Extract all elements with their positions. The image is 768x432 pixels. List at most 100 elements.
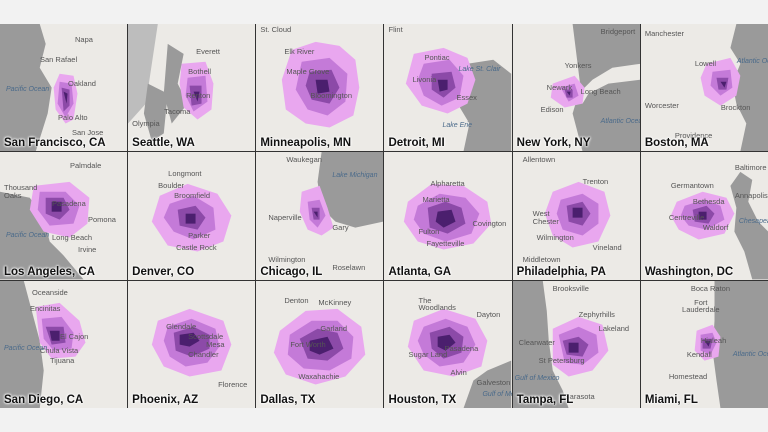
place-label: Pasadena: [444, 343, 479, 353]
place-label: Boca Raton: [690, 283, 731, 293]
place-label: Oceanside: [32, 287, 68, 297]
city-title: San Francisco, CA: [4, 137, 106, 150]
place-label: Broomfield: [174, 191, 211, 201]
place-label: Alpharetta: [430, 179, 465, 189]
place-label: Middletown: [522, 255, 561, 265]
place-label: Glendale: [166, 321, 197, 331]
water-label: Lake Michigan: [332, 172, 378, 180]
map-tile-atlanta[interactable]: Alpharetta Marietta Fulton Covington Fay…: [384, 152, 512, 280]
place-label: Everett: [196, 47, 220, 56]
place-label: Vineland: [592, 243, 622, 253]
place-label: Covington: [472, 219, 507, 229]
map-tile-dallas[interactable]: Denton McKinney Garland Fort Worth Waxah…: [256, 280, 384, 408]
water-label: Pacific Ocean: [6, 232, 50, 240]
place-label: Thousand Oaks: [4, 183, 38, 200]
place-label: Brockton: [720, 103, 751, 112]
map-tile-miami[interactable]: Boca Raton Fort Lauderdale Hialeah Kenda…: [640, 280, 768, 408]
map-tile-phoenix[interactable]: Glendale Scottsdale Mesa Chandler Floren…: [128, 280, 256, 408]
water-label: Atlantic Ocean: [736, 58, 768, 65]
place-label: Fort Worth: [290, 339, 326, 349]
place-label: Livonia: [412, 75, 437, 84]
place-label: Pomona: [88, 215, 116, 225]
water-label: Atlantic Ocean: [732, 350, 768, 358]
basemap: [406, 47, 512, 152]
city-title: Seattle, WA: [132, 137, 195, 150]
place-label: Galveston: [476, 377, 511, 387]
place-label: Homestead: [668, 371, 708, 381]
city-title: Phoenix, AZ: [132, 394, 199, 406]
place-label: Elk River: [284, 47, 315, 56]
map-tile-chicago[interactable]: Waukegan Lake Michigan Naperville Gary W…: [256, 152, 384, 280]
place-label: Sugar Land: [408, 349, 448, 359]
city-title: Washington, DC: [644, 265, 734, 278]
place-label: Worcester: [644, 101, 679, 110]
map-tile-houston[interactable]: The Woodlands Dayton Pasadena Sugar Land…: [384, 280, 512, 408]
place-label: Centreville: [668, 213, 705, 223]
map-grid: Napa San Rafael Oakland Pacific Ocean Pa…: [0, 24, 768, 408]
city-title: Boston, MA: [644, 137, 709, 150]
map-tile-los-angeles[interactable]: Palmdale Thousand Oaks Pasadena Pomona P…: [0, 152, 128, 280]
map-tile-philadelphia[interactable]: Allentown Trenton West Chester Wilmingto…: [512, 152, 640, 280]
map-tile-minneapolis[interactable]: St. Cloud Elk River Maple Grove Blooming…: [256, 24, 384, 152]
place-label: Fort Lauderdale: [682, 297, 720, 315]
map-tile-tampa[interactable]: Brooksville Zephyrhills Lakeland Clearwa…: [512, 280, 640, 408]
place-label: Irvine: [78, 245, 97, 255]
place-label: San Rafael: [40, 55, 78, 64]
place-label: Encinitas: [30, 303, 61, 313]
place-label: Florence: [218, 379, 248, 389]
place-label: Olympia: [132, 119, 160, 128]
basemap: [408, 308, 512, 408]
water-label: Lake St. Clair: [458, 66, 501, 73]
city-title: Chicago, IL: [260, 265, 323, 278]
place-label: West Chester: [532, 209, 559, 226]
place-label: Longmont: [168, 169, 202, 179]
basemap: [300, 152, 384, 236]
place-label: Sarasota: [564, 391, 595, 401]
place-label: Mesa: [206, 339, 225, 349]
city-title: San Diego, CA: [4, 394, 84, 406]
map-tile-denver[interactable]: Longmont Boulder Broomfield Parker Castl…: [128, 152, 256, 280]
place-label: Flint: [388, 25, 403, 34]
map-tile-new-york[interactable]: Bridgeport Yonkers Newark Long Beach Edi…: [512, 24, 640, 152]
place-label: Chandler: [188, 349, 219, 359]
basemap: [152, 184, 232, 252]
map-tile-seattle[interactable]: Everett Bothell Renton Tacoma Olympia Se…: [128, 24, 256, 152]
place-label: Tacoma: [164, 107, 191, 116]
basemap: [550, 24, 640, 152]
place-label: Palo Alto: [58, 113, 88, 122]
map-tile-san-diego[interactable]: Oceanside Encinitas El Cajon Chula Vista…: [0, 280, 128, 408]
place-label: Manchester: [644, 29, 685, 38]
place-label: Newark: [546, 83, 573, 92]
water-label: Chesapeake Bay: [738, 218, 768, 226]
place-label: Bloomington: [310, 91, 353, 100]
basemap: [694, 280, 768, 408]
place-label: Dayton: [476, 309, 501, 319]
place-label: Bothell: [188, 67, 212, 76]
place-label: Scottsdale: [188, 331, 224, 341]
place-label: Tijuana: [50, 355, 75, 365]
city-title: Houston, TX: [388, 394, 457, 406]
place-label: Fulton: [418, 227, 440, 237]
place-label: Waxahachie: [298, 371, 340, 381]
place-label: Parker: [188, 231, 211, 241]
place-label: Denton: [284, 295, 309, 305]
map-tile-san-francisco[interactable]: Napa San Rafael Oakland Pacific Ocean Pa…: [0, 24, 128, 152]
place-label: Garland: [320, 323, 348, 333]
map-tile-detroit[interactable]: Flint Pontiac Lake St. Clair Livonia Ess…: [384, 24, 512, 152]
basemap: [0, 280, 86, 408]
basemap: [128, 24, 214, 142]
basemap: [0, 24, 78, 152]
place-label: Essex: [456, 93, 477, 102]
place-label: Wilmington: [536, 233, 574, 243]
map-tile-washington[interactable]: Baltimore Germantown Annapolis Bethesda …: [640, 152, 768, 280]
water-label: Lake Erie: [442, 122, 473, 129]
place-label: Maple Grove: [286, 67, 330, 76]
water-label: Pacific Ocean: [6, 86, 50, 93]
city-title: Miami, FL: [644, 394, 698, 406]
city-title: Dallas, TX: [260, 394, 316, 406]
place-label: Waldorf: [702, 223, 729, 233]
place-label: Renton: [186, 91, 211, 100]
place-label: Alvin: [450, 367, 467, 377]
basemap: [274, 308, 366, 385]
map-tile-boston[interactable]: Manchester Lowell Atlantic Ocean Worcest…: [640, 24, 768, 152]
